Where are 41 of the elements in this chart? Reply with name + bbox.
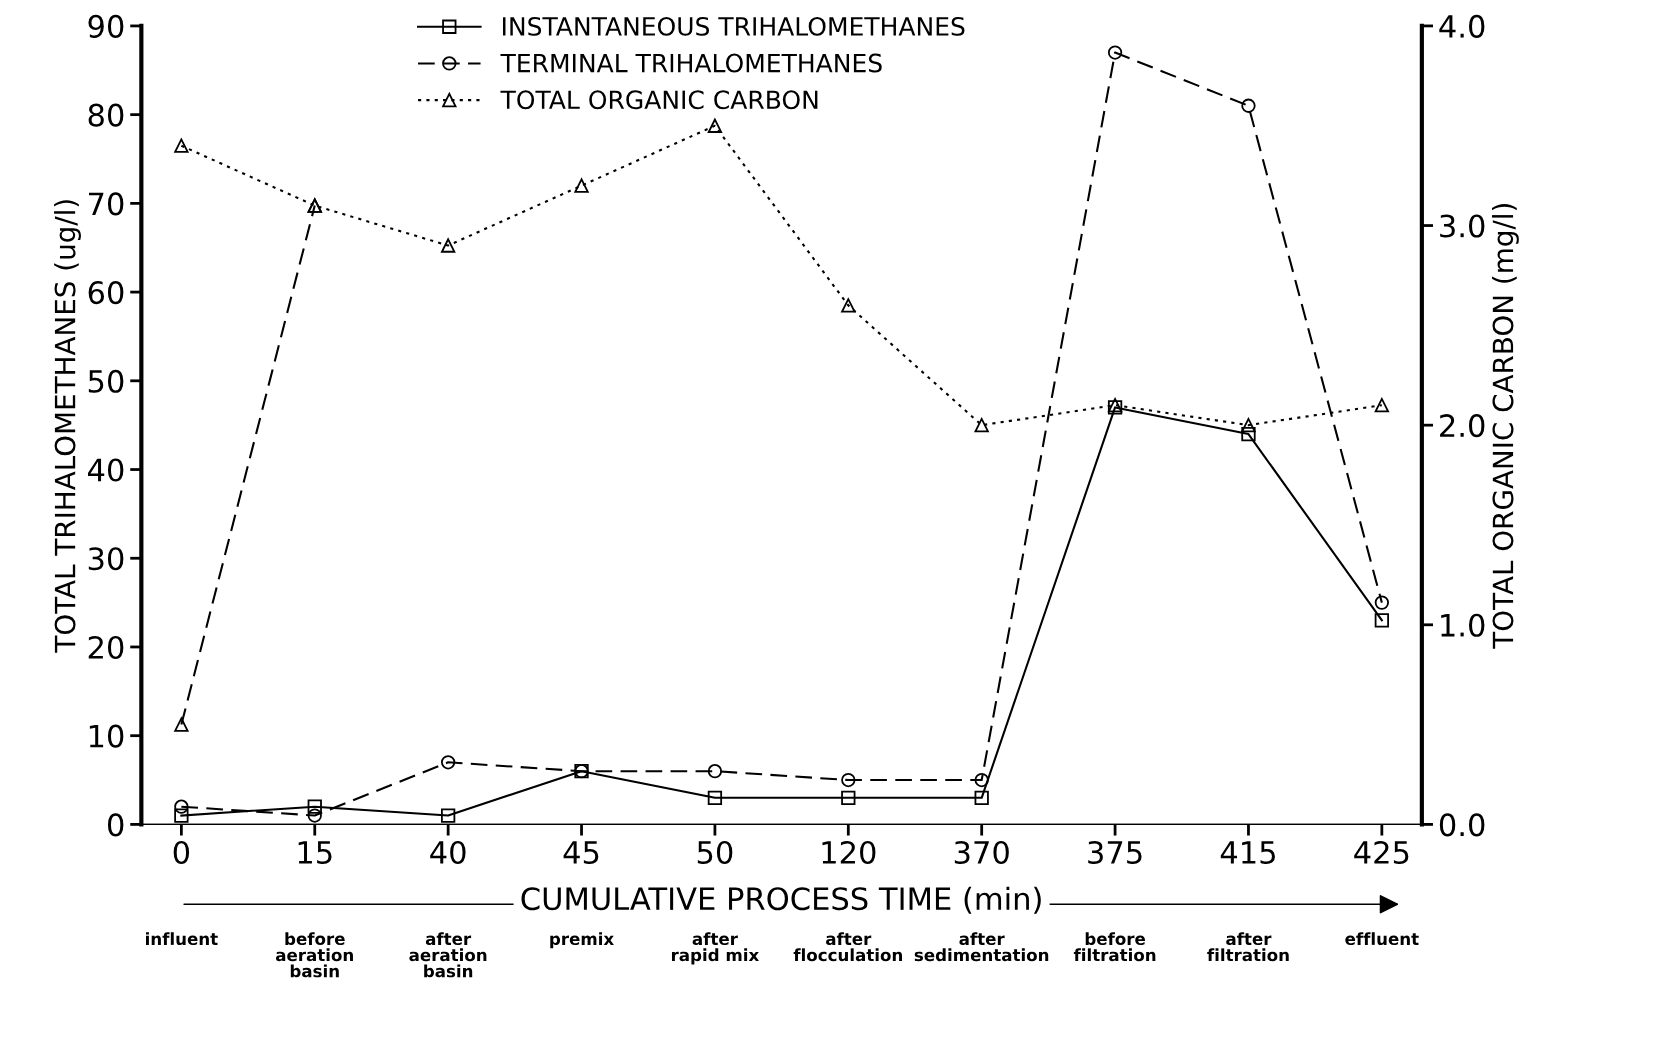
y2-axis-title: TOTAL ORGANIC CARBON (mg/l) [1491,204,1519,649]
y2-tick-label: 0.0 [1439,813,1485,837]
y-tick-label: 0 [107,813,124,837]
text: after sedimentation [914,932,1049,962]
y-tick-label: 90 [88,14,124,38]
text: influent [146,932,218,946]
text: after flocculation [793,932,902,962]
y-tick-label: 30 [88,547,124,571]
x-tick-label: 50 [697,840,733,865]
text: after filtration [1207,932,1289,962]
y-tick-label: 10 [89,724,124,748]
x-axis-title: CUMULATIVE PROCESS TIME (min) [521,886,1041,914]
y-tick-label: 60 [88,281,124,305]
x-tick-label: 415 [1220,841,1275,865]
x-tick-label: 375 [1088,840,1142,865]
y2-tick-label: 4.0 [1439,14,1485,38]
text: before filtration [1073,932,1156,962]
text: after aeration basin [409,932,487,978]
y2-tick-label: 1.0 [1441,613,1485,637]
text: effluent [1345,932,1419,946]
y-tick-label: 70 [89,192,124,216]
text: before aeration basin [275,932,353,978]
x-tick-label: 370 [954,840,1009,865]
y-tick-label: 40 [88,458,124,482]
y-tick-label: 80 [88,103,124,127]
x-tick-label: 120 [822,840,876,865]
legend-label: TERMINAL TRIHALOMETHANES [500,53,882,73]
y2-tick-label: 3.0 [1440,214,1485,238]
x-tick-label: 425 [1354,840,1409,865]
y2-tick-label: 2.0 [1440,414,1485,438]
x-tick-label: 40 [430,840,466,865]
text: premix [550,932,614,949]
y-tick-label: 50 [88,369,124,393]
x-tick-label: 45 [563,841,599,865]
text: after rapid mix [671,932,759,965]
legend-label: INSTANTANEOUS TRIHALOMETHANES [503,16,965,36]
x-tick-label: 15 [298,841,332,865]
x-tick-label: 0 [173,840,190,865]
y-tick-label: 20 [88,635,124,660]
y-axis-title: TOTAL TRIHALOMETHANES (ug/l) [54,200,81,653]
legend-label: TOTAL ORGANIC CARBON [500,90,818,110]
